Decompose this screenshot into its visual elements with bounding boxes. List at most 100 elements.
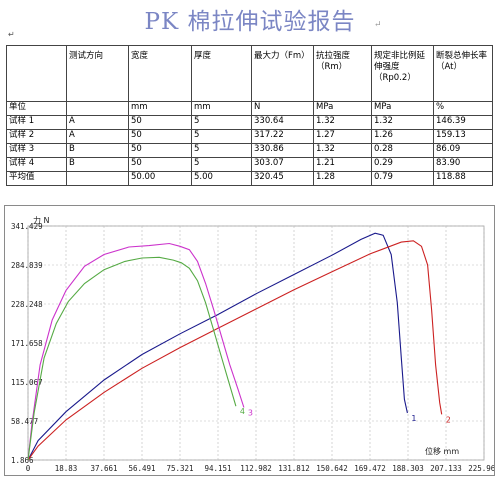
table-cell — [66, 171, 129, 186]
table-cell: 1.28 — [313, 171, 372, 186]
table-cell: 1.32 — [313, 115, 372, 130]
table-cell: MPa — [313, 101, 372, 116]
y-tick-label: 1.866 — [11, 456, 34, 465]
series-line-3 — [27, 242, 245, 461]
series-line-2 — [27, 240, 443, 461]
x-tick-label: 112.982 — [240, 464, 272, 473]
table-cell: 5 — [191, 115, 252, 130]
table-cell: 50 — [128, 143, 192, 158]
x-tick-label: 188.303 — [392, 464, 424, 473]
table-cell: 50.00 — [128, 171, 192, 186]
tensile-chart: 0 18.83 37.661 56.491 75.321 94.151 112.982 131… — [4, 205, 495, 476]
series-end-label: 1 — [411, 414, 416, 423]
x-tick-label: 131.812 — [278, 464, 310, 473]
table-cell — [66, 101, 129, 116]
table-cell: 试样 1 — [6, 115, 67, 130]
y-tick-label: 284.839 — [11, 261, 43, 270]
table-cell: 试样 2 — [6, 129, 67, 144]
table-cell: 320.45 — [251, 171, 314, 186]
y-tick-label: 171.658 — [11, 339, 43, 348]
y-tick-label: 58.477 — [11, 417, 38, 426]
report-title: PK 棉拉伸试验报告 ↵ — [0, 2, 500, 36]
chart-svg: 0 18.83 37.661 56.491 75.321 94.151 112.982 131… — [11, 215, 494, 473]
x-tick-label: 150.642 — [316, 464, 348, 473]
x-tick-label: 18.83 — [55, 464, 78, 473]
table-cell: B — [66, 157, 129, 172]
table-cell: B — [66, 143, 129, 158]
table-cell: 厚度 — [191, 45, 252, 102]
table-cell: 1.32 — [371, 115, 434, 130]
table-header-row: 测试方向 宽度 厚度 最大力（Fm） 抗拉强度（Rm） 规定非比例延伸强度（Rp0.2）断… — [6, 45, 493, 102]
series-end-label: 2 — [446, 415, 451, 424]
table-cell: mm — [191, 101, 252, 116]
x-tick-label: 37.661 — [90, 464, 117, 473]
table-row: 试样 3 B 50 5 330.86 1.32 0.28 86.09 — [6, 143, 493, 158]
table-cell: 50 — [128, 115, 192, 130]
series-line-4 — [27, 256, 237, 461]
table-cell: 317.22 — [251, 129, 314, 144]
x-tick-label: 207.133 — [430, 464, 462, 473]
table-cell: 断裂总伸长率（At） — [433, 45, 493, 102]
table-cell: 146.39 — [433, 115, 493, 130]
table-cell: 0.28 — [371, 143, 434, 158]
x-tick-label: 0 — [26, 464, 31, 473]
series-line-1 — [27, 232, 408, 461]
table-cell: 50 — [128, 157, 192, 172]
x-tick-label: 75.321 — [166, 464, 193, 473]
table-cell: 5 — [191, 129, 252, 144]
table-cell: 试样 3 — [6, 143, 67, 158]
table-unit-row: 单位 mm mm N MPa MPa% — [6, 101, 493, 116]
table-cell: mm — [128, 101, 192, 116]
table-row: 试样 4 B 50 5 303.07 1.21 0.29 83.90 — [6, 157, 493, 172]
table-cell: 1.26 — [371, 129, 434, 144]
report-table: 测试方向 宽度 厚度 最大力（Fm） 抗拉强度（Rm） 规定非比例延伸强度（Rp0.2）断… — [6, 45, 493, 186]
table-cell: 规定非比例延伸强度（Rp0.2） — [371, 45, 434, 102]
table-cell: 宽度 — [128, 45, 192, 102]
table-cell: 单位 — [6, 101, 67, 116]
y-tick-label: 115.067 — [11, 378, 43, 387]
table-cell: 1.27 — [313, 129, 372, 144]
table-cell: 330.86 — [251, 143, 314, 158]
table-cell: 0.79 — [371, 171, 434, 186]
table-cell: 平均值 — [6, 171, 67, 186]
report-title-text: PK 棉拉伸试验报告 — [144, 9, 356, 35]
series-end-label: 3 — [248, 409, 253, 418]
x-tick-label: 225.963 — [468, 464, 494, 473]
y-tick-label: 341.429 — [11, 222, 43, 231]
table-cell: 最大力（Fm） — [251, 45, 314, 102]
series-end-label: 4 — [240, 407, 245, 416]
x-tick-label: 94.151 — [204, 464, 231, 473]
table-cell: 303.07 — [251, 157, 314, 172]
table-cell: 试样 4 — [6, 157, 67, 172]
table-cell: 5.00 — [191, 171, 252, 186]
table-cell: 测试方向 — [66, 45, 129, 102]
table-cell: 0.29 — [371, 157, 434, 172]
x-tick-label: 169.472 — [354, 464, 386, 473]
table-cell: 330.64 — [251, 115, 314, 130]
table-cell: 159.13 — [433, 129, 493, 144]
table-cell: 118.88 — [433, 171, 493, 186]
table-cell: 50 — [128, 129, 192, 144]
table-cell — [6, 45, 67, 102]
table-cell: A — [66, 129, 129, 144]
table-cell: 1.21 — [313, 157, 372, 172]
table-cell: 1.32 — [313, 143, 372, 158]
y-tick-label: 228.248 — [11, 300, 43, 309]
table-cell: % — [433, 101, 493, 116]
paragraph-mark-icon: ↵ — [374, 20, 383, 30]
table-cell: 抗拉强度（Rm） — [313, 45, 372, 102]
table-row: 平均值 50.00 5.00 320.45 1.28 0.79 118.88 — [6, 171, 493, 186]
table-cell: 5 — [191, 143, 252, 158]
table-cell: A — [66, 115, 129, 130]
table-cell: N — [251, 101, 314, 116]
table-cell: 5 — [191, 157, 252, 172]
table-cell: 86.09 — [433, 143, 493, 158]
x-tick-label: 56.491 — [128, 464, 155, 473]
paragraph-mark-icon: ↵ — [8, 30, 15, 39]
table-cell: MPa — [371, 101, 434, 116]
table-row: 试样 1 A 50 5 330.64 1.32 1.32 146.39 — [6, 115, 493, 130]
x-axis-label: 位移 mm — [425, 446, 459, 456]
y-axis-label: 力 N — [33, 215, 50, 225]
table-row: 试样 2 A 50 5 317.22 1.27 1.26 159.13 — [6, 129, 493, 144]
table-cell: 83.90 — [433, 157, 493, 172]
